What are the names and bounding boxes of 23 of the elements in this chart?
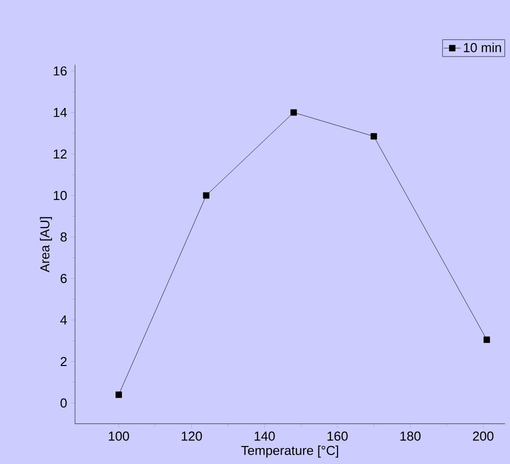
y-tick-label: 16: [54, 66, 67, 76]
legend-label: 10 min: [464, 42, 501, 52]
y-tick-label: 14: [54, 108, 67, 117]
x-axis-title: Temperature [°C]: [241, 446, 338, 458]
y-tick-label: 8: [60, 232, 67, 242]
y-tick-label: 12: [54, 149, 67, 159]
x-tick-label: 120: [182, 432, 202, 441]
point: [290, 109, 297, 116]
y-tick-label: 0: [60, 398, 67, 408]
x-tick-label: 100: [108, 432, 130, 441]
y-tick-label: 6: [60, 274, 67, 284]
point: [116, 392, 122, 398]
y-tick-label: 2: [60, 356, 67, 366]
y-tick-label: 10: [54, 190, 67, 200]
point: [484, 336, 490, 343]
point: [370, 133, 378, 140]
x-tick-label: 180: [400, 432, 421, 441]
y-tick-label: 4: [60, 316, 67, 324]
x-tick-label: 200: [472, 432, 494, 441]
y-axis-title: Area [AU]: [40, 217, 52, 272]
point: [203, 192, 210, 199]
x-tick-label: 160: [328, 432, 348, 441]
x-tick-label: 140: [254, 432, 275, 441]
